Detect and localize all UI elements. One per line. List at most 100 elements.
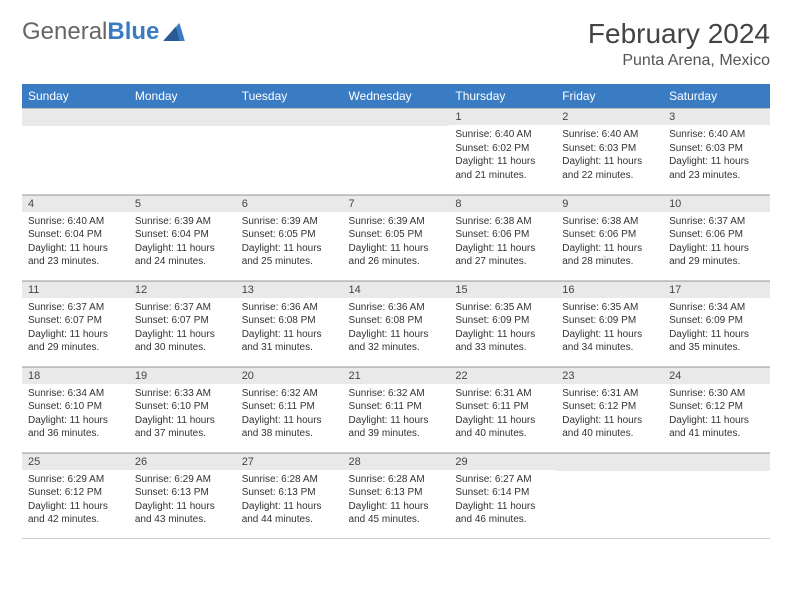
calendar-cell: 1Sunrise: 6:40 AMSunset: 6:02 PMDaylight…: [449, 108, 556, 194]
sunrise-text: Sunrise: 6:37 AM: [669, 215, 764, 229]
sunrise-text: Sunrise: 6:31 AM: [455, 387, 550, 401]
calendar-cell: 16Sunrise: 6:35 AMSunset: 6:09 PMDayligh…: [556, 280, 663, 366]
cell-body: Sunrise: 6:40 AMSunset: 6:04 PMDaylight:…: [22, 212, 129, 275]
sunrise-text: Sunrise: 6:35 AM: [562, 301, 657, 315]
sunset-text: Sunset: 6:04 PM: [28, 228, 123, 242]
calendar-cell: 11Sunrise: 6:37 AMSunset: 6:07 PMDayligh…: [22, 280, 129, 366]
daylight-text: Daylight: 11 hours and 25 minutes.: [242, 242, 337, 269]
calendar-cell: [663, 452, 770, 538]
day-number: 24: [663, 367, 770, 384]
day-number: 20: [236, 367, 343, 384]
calendar-cell: 27Sunrise: 6:28 AMSunset: 6:13 PMDayligh…: [236, 452, 343, 538]
sunset-text: Sunset: 6:12 PM: [562, 400, 657, 414]
sunrise-text: Sunrise: 6:28 AM: [349, 473, 444, 487]
calendar-cell: [22, 108, 129, 194]
calendar-cell: 25Sunrise: 6:29 AMSunset: 6:12 PMDayligh…: [22, 452, 129, 538]
daylight-text: Daylight: 11 hours and 23 minutes.: [669, 155, 764, 182]
header: GeneralBlue February 2024 Punta Arena, M…: [22, 18, 770, 70]
cell-body: Sunrise: 6:36 AMSunset: 6:08 PMDaylight:…: [236, 298, 343, 361]
cell-body: Sunrise: 6:37 AMSunset: 6:07 PMDaylight:…: [129, 298, 236, 361]
calendar-cell: 6Sunrise: 6:39 AMSunset: 6:05 PMDaylight…: [236, 194, 343, 280]
calendar-head: SundayMondayTuesdayWednesdayThursdayFrid…: [22, 84, 770, 108]
day-number-row: [556, 453, 663, 471]
calendar-cell: 17Sunrise: 6:34 AMSunset: 6:09 PMDayligh…: [663, 280, 770, 366]
location: Punta Arena, Mexico: [588, 52, 770, 70]
day-number: 23: [556, 367, 663, 384]
sunset-text: Sunset: 6:12 PM: [28, 486, 123, 500]
day-number-row: [236, 108, 343, 126]
daylight-text: Daylight: 11 hours and 28 minutes.: [562, 242, 657, 269]
cell-body: [236, 126, 343, 186]
calendar-cell: 7Sunrise: 6:39 AMSunset: 6:05 PMDaylight…: [343, 194, 450, 280]
calendar-cell: 9Sunrise: 6:38 AMSunset: 6:06 PMDaylight…: [556, 194, 663, 280]
cell-body: Sunrise: 6:34 AMSunset: 6:09 PMDaylight:…: [663, 298, 770, 361]
cell-body: [663, 471, 770, 531]
day-number: 11: [22, 281, 129, 298]
sunset-text: Sunset: 6:13 PM: [242, 486, 337, 500]
calendar-week-row: 4Sunrise: 6:40 AMSunset: 6:04 PMDaylight…: [22, 194, 770, 280]
cell-body: Sunrise: 6:31 AMSunset: 6:11 PMDaylight:…: [449, 384, 556, 447]
cell-body: Sunrise: 6:39 AMSunset: 6:04 PMDaylight:…: [129, 212, 236, 275]
cell-body: Sunrise: 6:37 AMSunset: 6:06 PMDaylight:…: [663, 212, 770, 275]
logo-text-2: Blue: [107, 18, 159, 45]
calendar-cell: 13Sunrise: 6:36 AMSunset: 6:08 PMDayligh…: [236, 280, 343, 366]
cell-body: [556, 471, 663, 531]
calendar-cell: 14Sunrise: 6:36 AMSunset: 6:08 PMDayligh…: [343, 280, 450, 366]
day-number: 8: [449, 195, 556, 212]
calendar-cell: 20Sunrise: 6:32 AMSunset: 6:11 PMDayligh…: [236, 366, 343, 452]
day-number: 2: [556, 108, 663, 125]
calendar-cell: 4Sunrise: 6:40 AMSunset: 6:04 PMDaylight…: [22, 194, 129, 280]
daylight-text: Daylight: 11 hours and 43 minutes.: [135, 500, 230, 527]
sunset-text: Sunset: 6:10 PM: [28, 400, 123, 414]
weekday-header: Sunday: [22, 84, 129, 108]
daylight-text: Daylight: 11 hours and 34 minutes.: [562, 328, 657, 355]
weekday-header: Monday: [129, 84, 236, 108]
daylight-text: Daylight: 11 hours and 23 minutes.: [28, 242, 123, 269]
daylight-text: Daylight: 11 hours and 31 minutes.: [242, 328, 337, 355]
calendar-cell: 8Sunrise: 6:38 AMSunset: 6:06 PMDaylight…: [449, 194, 556, 280]
cell-body: Sunrise: 6:29 AMSunset: 6:13 PMDaylight:…: [129, 470, 236, 533]
sunset-text: Sunset: 6:04 PM: [135, 228, 230, 242]
calendar-cell: [129, 108, 236, 194]
sunset-text: Sunset: 6:05 PM: [349, 228, 444, 242]
daylight-text: Daylight: 11 hours and 26 minutes.: [349, 242, 444, 269]
cell-body: Sunrise: 6:29 AMSunset: 6:12 PMDaylight:…: [22, 470, 129, 533]
cell-body: Sunrise: 6:31 AMSunset: 6:12 PMDaylight:…: [556, 384, 663, 447]
sunrise-text: Sunrise: 6:39 AM: [135, 215, 230, 229]
calendar-cell: 15Sunrise: 6:35 AMSunset: 6:09 PMDayligh…: [449, 280, 556, 366]
day-number: 4: [22, 195, 129, 212]
daylight-text: Daylight: 11 hours and 22 minutes.: [562, 155, 657, 182]
daylight-text: Daylight: 11 hours and 45 minutes.: [349, 500, 444, 527]
day-number: 18: [22, 367, 129, 384]
sunrise-text: Sunrise: 6:31 AM: [562, 387, 657, 401]
calendar-cell: [236, 108, 343, 194]
sunrise-text: Sunrise: 6:30 AM: [669, 387, 764, 401]
daylight-text: Daylight: 11 hours and 29 minutes.: [669, 242, 764, 269]
calendar-cell: 24Sunrise: 6:30 AMSunset: 6:12 PMDayligh…: [663, 366, 770, 452]
daylight-text: Daylight: 11 hours and 27 minutes.: [455, 242, 550, 269]
day-number-row: [343, 108, 450, 126]
sunset-text: Sunset: 6:02 PM: [455, 142, 550, 156]
sunset-text: Sunset: 6:12 PM: [669, 400, 764, 414]
daylight-text: Daylight: 11 hours and 40 minutes.: [455, 414, 550, 441]
daylight-text: Daylight: 11 hours and 30 minutes.: [135, 328, 230, 355]
sunrise-text: Sunrise: 6:36 AM: [242, 301, 337, 315]
day-number: 13: [236, 281, 343, 298]
cell-body: Sunrise: 6:28 AMSunset: 6:13 PMDaylight:…: [343, 470, 450, 533]
sunrise-text: Sunrise: 6:32 AM: [242, 387, 337, 401]
cell-body: Sunrise: 6:39 AMSunset: 6:05 PMDaylight:…: [343, 212, 450, 275]
sunset-text: Sunset: 6:13 PM: [135, 486, 230, 500]
calendar-week-row: 25Sunrise: 6:29 AMSunset: 6:12 PMDayligh…: [22, 452, 770, 538]
cell-body: Sunrise: 6:40 AMSunset: 6:03 PMDaylight:…: [556, 125, 663, 188]
sunrise-text: Sunrise: 6:27 AM: [455, 473, 550, 487]
day-number: 27: [236, 453, 343, 470]
day-number: 10: [663, 195, 770, 212]
calendar-cell: [343, 108, 450, 194]
daylight-text: Daylight: 11 hours and 32 minutes.: [349, 328, 444, 355]
day-number: 15: [449, 281, 556, 298]
sunset-text: Sunset: 6:11 PM: [242, 400, 337, 414]
daylight-text: Daylight: 11 hours and 46 minutes.: [455, 500, 550, 527]
cell-body: Sunrise: 6:38 AMSunset: 6:06 PMDaylight:…: [449, 212, 556, 275]
calendar-cell: 2Sunrise: 6:40 AMSunset: 6:03 PMDaylight…: [556, 108, 663, 194]
calendar-cell: 23Sunrise: 6:31 AMSunset: 6:12 PMDayligh…: [556, 366, 663, 452]
